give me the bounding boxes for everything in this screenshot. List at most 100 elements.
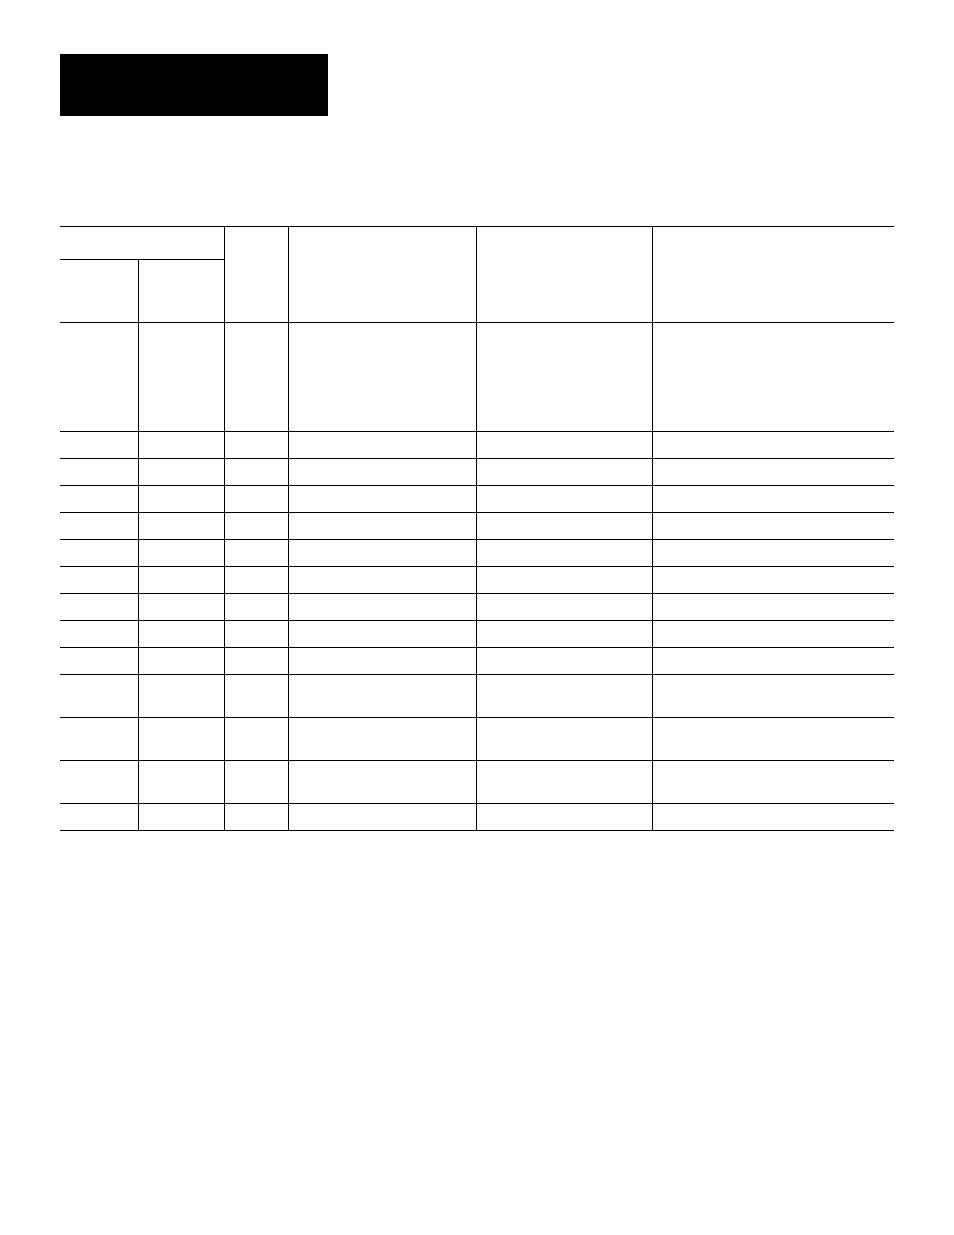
table-cell bbox=[476, 675, 652, 718]
table-cell bbox=[138, 804, 224, 831]
table-cell bbox=[476, 540, 652, 567]
table-cell bbox=[652, 513, 894, 540]
table-cell bbox=[288, 718, 476, 761]
table-cell bbox=[224, 804, 288, 831]
table-row bbox=[60, 513, 894, 540]
table-cell bbox=[288, 459, 476, 486]
header-black-box bbox=[60, 54, 328, 116]
table-cell bbox=[60, 621, 138, 648]
table-cell bbox=[652, 432, 894, 459]
table-cell bbox=[288, 486, 476, 513]
table-cell bbox=[138, 621, 224, 648]
table-cell bbox=[224, 594, 288, 621]
table-cell bbox=[476, 594, 652, 621]
table-cell bbox=[476, 718, 652, 761]
table-cell bbox=[60, 567, 138, 594]
main-table bbox=[60, 226, 894, 831]
table-cell bbox=[224, 567, 288, 594]
table-row bbox=[60, 432, 894, 459]
table-cell bbox=[652, 260, 894, 323]
table-cell bbox=[138, 260, 224, 323]
table-cell bbox=[476, 486, 652, 513]
table-cell bbox=[60, 540, 138, 567]
table-cell bbox=[288, 648, 476, 675]
intro-spacer bbox=[60, 116, 894, 226]
table-cell bbox=[288, 761, 476, 804]
page bbox=[0, 0, 954, 891]
table-cell bbox=[288, 513, 476, 540]
table-cell bbox=[288, 432, 476, 459]
table-row bbox=[60, 675, 894, 718]
table-cell bbox=[224, 761, 288, 804]
table-cell bbox=[60, 718, 138, 761]
table-cell bbox=[60, 594, 138, 621]
table-cell bbox=[476, 621, 652, 648]
table-cell bbox=[652, 621, 894, 648]
table-cell bbox=[60, 260, 138, 323]
table-cell bbox=[138, 432, 224, 459]
table-row bbox=[60, 761, 894, 804]
table-cell bbox=[288, 323, 476, 432]
table-cell bbox=[224, 432, 288, 459]
table-cell bbox=[652, 567, 894, 594]
table-row bbox=[60, 594, 894, 621]
table-cell bbox=[60, 432, 138, 459]
table-cell bbox=[652, 675, 894, 718]
table-row bbox=[60, 648, 894, 675]
table-cell bbox=[60, 227, 224, 260]
table-cell bbox=[288, 594, 476, 621]
table-cell bbox=[476, 804, 652, 831]
table-cell bbox=[652, 459, 894, 486]
table-cell bbox=[288, 540, 476, 567]
table-cell bbox=[288, 675, 476, 718]
table-cell bbox=[476, 323, 652, 432]
table-cell bbox=[60, 804, 138, 831]
table-cell bbox=[224, 675, 288, 718]
table-cell bbox=[224, 513, 288, 540]
table-cell bbox=[224, 540, 288, 567]
table-cell bbox=[138, 648, 224, 675]
table-cell bbox=[288, 621, 476, 648]
table-cell bbox=[652, 540, 894, 567]
table-cell bbox=[224, 459, 288, 486]
table-cell bbox=[138, 761, 224, 804]
table-cell bbox=[288, 804, 476, 831]
table-cell bbox=[288, 260, 476, 323]
table-row bbox=[60, 540, 894, 567]
table-cell bbox=[652, 718, 894, 761]
table-cell bbox=[476, 432, 652, 459]
table-row bbox=[60, 718, 894, 761]
table-cell bbox=[60, 675, 138, 718]
table-row bbox=[60, 486, 894, 513]
table-cell bbox=[224, 621, 288, 648]
table-cell bbox=[652, 323, 894, 432]
table-cell bbox=[652, 804, 894, 831]
table-cell bbox=[138, 323, 224, 432]
table-cell bbox=[476, 227, 652, 260]
table-row bbox=[60, 804, 894, 831]
table-row bbox=[60, 459, 894, 486]
table-cell bbox=[652, 648, 894, 675]
table-cell bbox=[476, 513, 652, 540]
table-cell bbox=[652, 594, 894, 621]
table-cell bbox=[224, 486, 288, 513]
table-cell bbox=[476, 260, 652, 323]
table-row bbox=[60, 621, 894, 648]
table-cell bbox=[652, 761, 894, 804]
table-cell bbox=[476, 567, 652, 594]
table-cell bbox=[652, 486, 894, 513]
table-cell bbox=[138, 486, 224, 513]
table-cell bbox=[476, 761, 652, 804]
table-cell bbox=[224, 227, 288, 260]
table-cell bbox=[224, 718, 288, 761]
table-cell bbox=[224, 260, 288, 323]
table-cell bbox=[60, 761, 138, 804]
table-cell bbox=[138, 513, 224, 540]
table-row bbox=[60, 323, 894, 432]
table-row bbox=[60, 567, 894, 594]
table-cell bbox=[60, 486, 138, 513]
table-cell bbox=[138, 459, 224, 486]
table-cell bbox=[138, 540, 224, 567]
table-row bbox=[60, 260, 894, 323]
table-cell bbox=[60, 323, 138, 432]
